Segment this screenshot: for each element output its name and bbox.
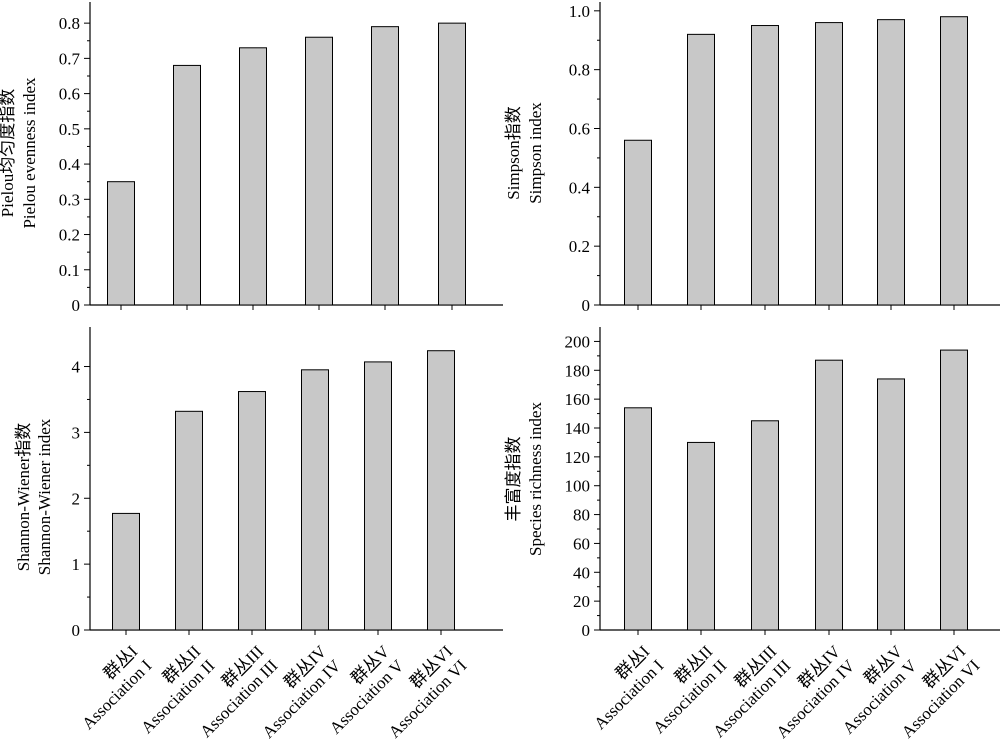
y-tick-label: 0.8 [59, 14, 80, 33]
y-tick-label: 40 [573, 563, 590, 582]
y-tick-label: 1 [72, 555, 81, 574]
y-tick-label: 120 [565, 448, 591, 467]
y-tick-label: 3 [72, 423, 81, 442]
y-tick-label: 180 [565, 361, 591, 380]
bar-6 [940, 16, 968, 306]
y-axis-title-cn: Simpson指数 [504, 106, 523, 200]
y-tick-label: 80 [573, 506, 590, 525]
y-axis-title-en: Simpson index [526, 102, 545, 204]
bar-3 [751, 25, 779, 306]
y-tick-label: 0.8 [569, 61, 590, 80]
y-tick-label: 0.2 [569, 237, 590, 256]
y-tick-label: 100 [565, 477, 591, 496]
bar-3 [751, 420, 779, 631]
y-tick-label: 0.4 [59, 155, 81, 174]
y-tick-label: 0 [582, 296, 591, 315]
y-tick-label: 160 [565, 390, 591, 409]
bar-1 [112, 512, 140, 631]
y-axis-title-en: Species richness index [526, 402, 545, 556]
chart-panel-1: 0 0.1 0.2 0.3 0.4 0.5 0.6 0.7 0.8 Pielou均匀度指数 Piel… [0, 2, 503, 315]
bar-3 [238, 391, 266, 631]
y-tick-label: 0 [72, 296, 81, 315]
y-tick-label: 0.1 [59, 261, 80, 280]
y-tick-label: 2 [72, 489, 81, 508]
bar-4 [305, 36, 333, 306]
y-tick-label: 60 [573, 534, 590, 553]
bar-5 [364, 361, 392, 631]
y-tick-label: 0.5 [59, 120, 80, 139]
chart-panel-2: 0 0.2 0.4 0.6 0.8 1.0 Simpson指数 Simpson index [504, 2, 1000, 315]
y-axis-title-en: Pielou evenness index [20, 77, 39, 229]
bar-2 [175, 410, 203, 631]
y-tick-label: 4 [72, 358, 81, 377]
bar-2 [173, 64, 201, 306]
bar-2 [687, 33, 715, 306]
y-tick-label: 20 [573, 592, 590, 611]
bar-5 [877, 378, 905, 631]
chart-panel-3: 0 1 2 3 4 Shannon-Wiener指数 Shannon-Wiener inde… [14, 327, 503, 742]
y-axis-title-cn: 丰富度指数 [504, 437, 523, 522]
y-tick-label: 140 [565, 419, 591, 438]
y-tick-label: 0.4 [569, 178, 591, 197]
y-tick-label: 0.7 [59, 49, 81, 68]
y-axis-title-en: Shannon-Wiener index [35, 418, 54, 575]
bar-4 [301, 369, 329, 631]
bar-6 [427, 350, 455, 631]
bar-6 [940, 349, 968, 631]
bar-1 [624, 407, 652, 631]
y-tick-label: 0.6 [569, 119, 590, 138]
y-tick-label: 0 [582, 621, 591, 640]
bar-2 [687, 441, 715, 631]
y-tick-label: 0.2 [59, 226, 80, 245]
bar-3 [239, 47, 267, 306]
bar-6 [438, 22, 466, 306]
chart-panel-4: 0 20 40 60 80 100 120 140 160 180 200 丰富度指数 Species … [504, 327, 1000, 742]
bar-1 [107, 181, 135, 306]
y-tick-label: 0.6 [59, 85, 80, 104]
y-tick-label: 0 [72, 621, 81, 640]
bar-4 [815, 22, 843, 306]
bar-5 [371, 26, 399, 306]
bar-4 [815, 359, 843, 631]
y-tick-label: 200 [565, 332, 591, 351]
bar-1 [624, 139, 652, 306]
y-tick-label: 0.3 [59, 190, 80, 209]
bar-5 [877, 19, 905, 306]
y-axis-title-cn: Shannon-Wiener指数 [14, 423, 33, 572]
y-tick-label: 1.0 [569, 2, 590, 21]
y-axis-title-cn: Pielou均匀度指数 [0, 89, 17, 217]
